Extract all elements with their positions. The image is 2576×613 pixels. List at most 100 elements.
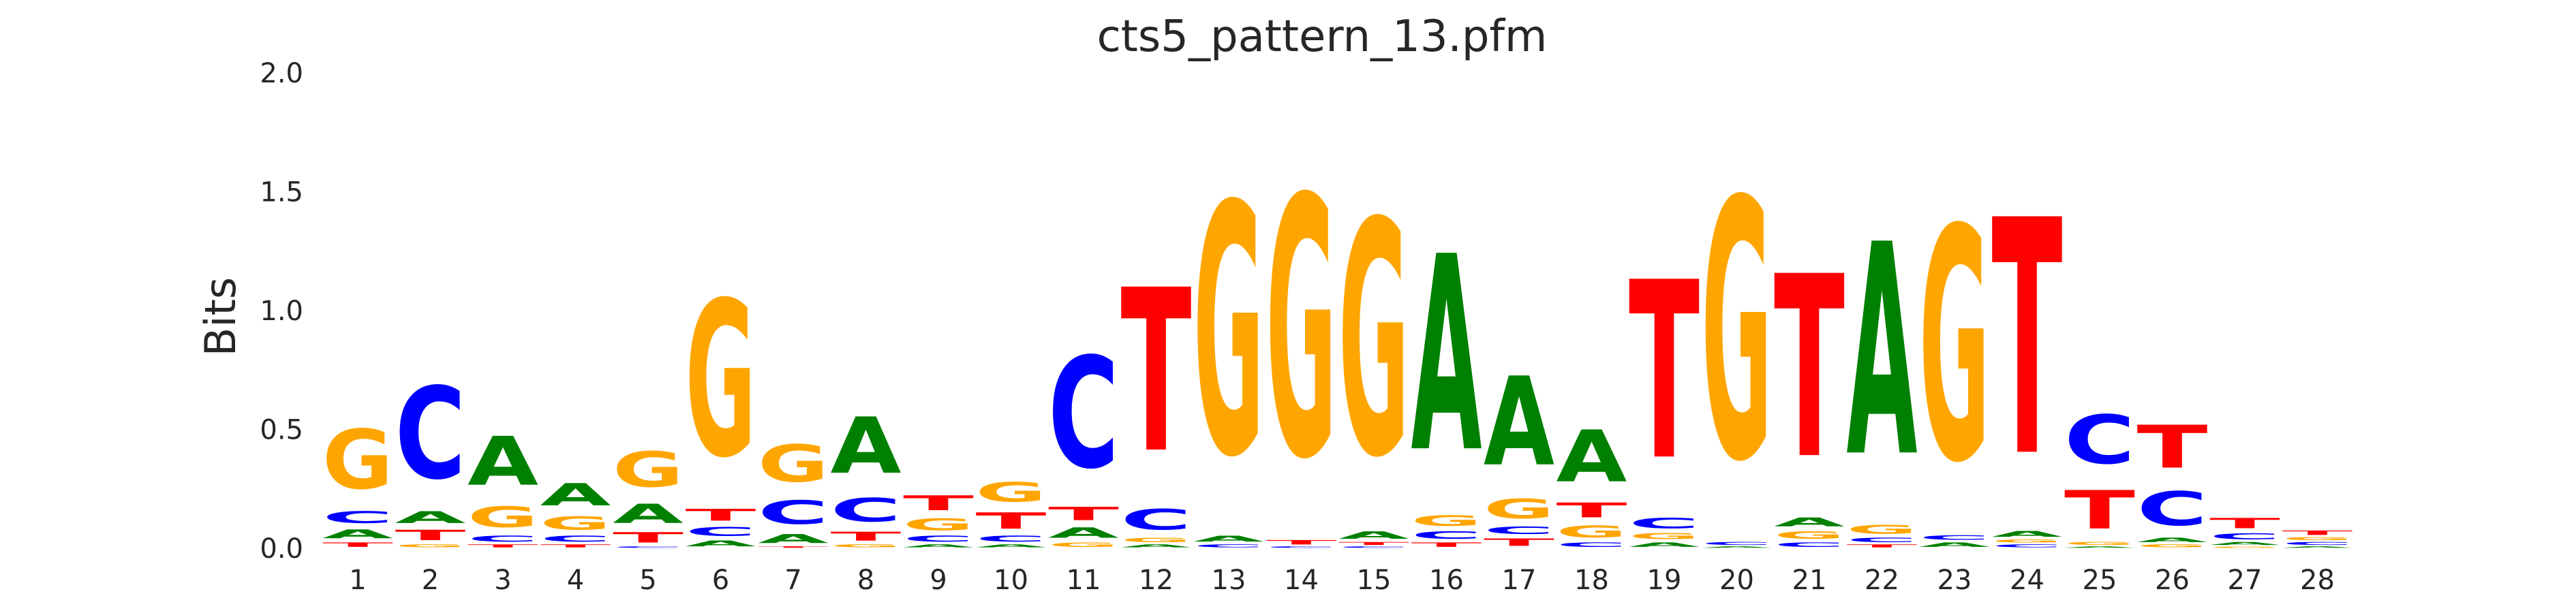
logo-letter-T: T	[758, 546, 829, 548]
logo-letter-G: G	[395, 544, 466, 548]
logo-letter-A: A	[976, 544, 1047, 548]
x-tick-label: 6	[712, 565, 729, 596]
logo-letter-C: C	[2282, 541, 2353, 546]
logo-letter-G: G	[2209, 546, 2280, 548]
logo-letter-T: T	[467, 544, 538, 548]
logo-letter-G: G	[976, 477, 1047, 508]
logo-letter-A: A	[1992, 529, 2063, 539]
x-tick-label: 12	[1139, 565, 1174, 596]
logo-letter-G: G	[903, 515, 974, 534]
logo-letter-C: C	[1338, 546, 1409, 548]
x-tick-label: 3	[494, 565, 511, 596]
logo-letter-A: A	[1411, 200, 1483, 512]
logo-letter-C: C	[395, 361, 466, 508]
logo-letter-A: A	[1048, 524, 1119, 541]
logo-letter-A: A	[1702, 546, 1773, 548]
x-tick-label: 15	[1357, 565, 1392, 596]
logo-letter-G: G	[1266, 123, 1337, 538]
logo-letter-A: A	[467, 422, 538, 501]
logo-letter-A: A	[2209, 541, 2281, 546]
logo-letter-C: C	[1266, 546, 1337, 548]
x-tick-label: 4	[567, 565, 584, 596]
logo-letter-C: C	[467, 534, 538, 544]
logo-letter-G: G	[1774, 529, 1845, 541]
logo-letter-T: T	[2064, 480, 2135, 541]
logo-letter-A: A	[322, 527, 393, 541]
logo-letter-A: A	[758, 532, 829, 546]
chart-title: cts5_pattern_13.pfm	[1097, 12, 1548, 62]
logo-letter-stacks: TACGGTACTCGATCGACTAGACTGTACGGTCAACGTACTG…	[322, 123, 2353, 548]
logo-letter-G: G	[1992, 539, 2063, 544]
x-tick-label: 18	[1574, 565, 1609, 596]
logo-letter-G: G	[1702, 125, 1773, 540]
logo-letter-G: G	[613, 441, 684, 498]
logo-letter-C: C	[1048, 326, 1119, 503]
y-axis: 0.0 0.5 1.0 1.5 2.0	[260, 58, 303, 565]
logo-letter-C: C	[1121, 503, 1192, 537]
logo-letter-T: T	[1266, 539, 1337, 546]
logo-letter-C: C	[2137, 482, 2208, 536]
y-axis-label: Bits	[196, 277, 245, 356]
x-tick-label: 5	[639, 565, 656, 596]
x-tick-label: 9	[930, 565, 947, 596]
logo-letter-T: T	[322, 541, 393, 548]
logo-letter-G: G	[1629, 532, 1700, 541]
x-tick-label: 16	[1429, 565, 1464, 596]
logo-letter-C: C	[1629, 515, 1700, 531]
logo-letter-C: C	[758, 494, 829, 532]
logo-letter-A: A	[613, 499, 684, 529]
x-tick-label: 27	[2228, 565, 2263, 596]
logo-letter-G: G	[1121, 537, 1192, 544]
logo-letter-G: G	[1919, 162, 1990, 533]
logo-letter-G: G	[1048, 541, 1119, 548]
x-tick-label: 17	[1502, 565, 1537, 596]
logo-letter-G: G	[322, 413, 393, 508]
x-tick-label: 24	[2010, 565, 2044, 596]
logo-letter-A: A	[1847, 183, 1918, 522]
logo-letter-C: C	[2209, 532, 2280, 541]
logo-letter-T: T	[540, 544, 611, 548]
logo-letter-C: C	[1411, 529, 1482, 541]
logo-letter-C: C	[613, 546, 684, 548]
logo-letter-T: T	[831, 529, 902, 544]
x-axis: 1 2 3 4 5 6 7 8 9 10 11 12 13 14 15 16 17 18 19 20 21 22 23 24 2…	[349, 565, 2335, 596]
x-tick-label: 22	[1865, 565, 1899, 596]
x-tick-label: 20	[1719, 565, 1754, 596]
x-tick-label: 8	[857, 565, 874, 596]
x-tick-label: 11	[1067, 565, 1101, 596]
logo-letter-G: G	[1484, 494, 1554, 524]
logo-position-23: ACG	[1919, 162, 1990, 548]
logo-letter-G: G	[1193, 133, 1264, 533]
y-tick-label: 1.5	[260, 177, 303, 208]
logo-letter-C: C	[1702, 541, 1773, 546]
logo-letter-C: C	[1774, 541, 1845, 548]
logo-letter-A: A	[1774, 515, 1845, 529]
logo-letter-A: A	[1193, 534, 1264, 544]
logo-letter-T: T	[395, 527, 466, 544]
x-tick-label: 26	[2155, 565, 2190, 596]
logo-letter-A: A	[540, 477, 611, 512]
logo-letter-A: A	[2137, 537, 2208, 544]
y-tick-label: 0.0	[260, 533, 303, 565]
logo-letter-A: A	[2282, 546, 2354, 548]
logo-letter-T: T	[1557, 499, 1627, 522]
x-tick-label: 13	[1212, 565, 1246, 596]
logo-letter-T: T	[903, 491, 974, 515]
